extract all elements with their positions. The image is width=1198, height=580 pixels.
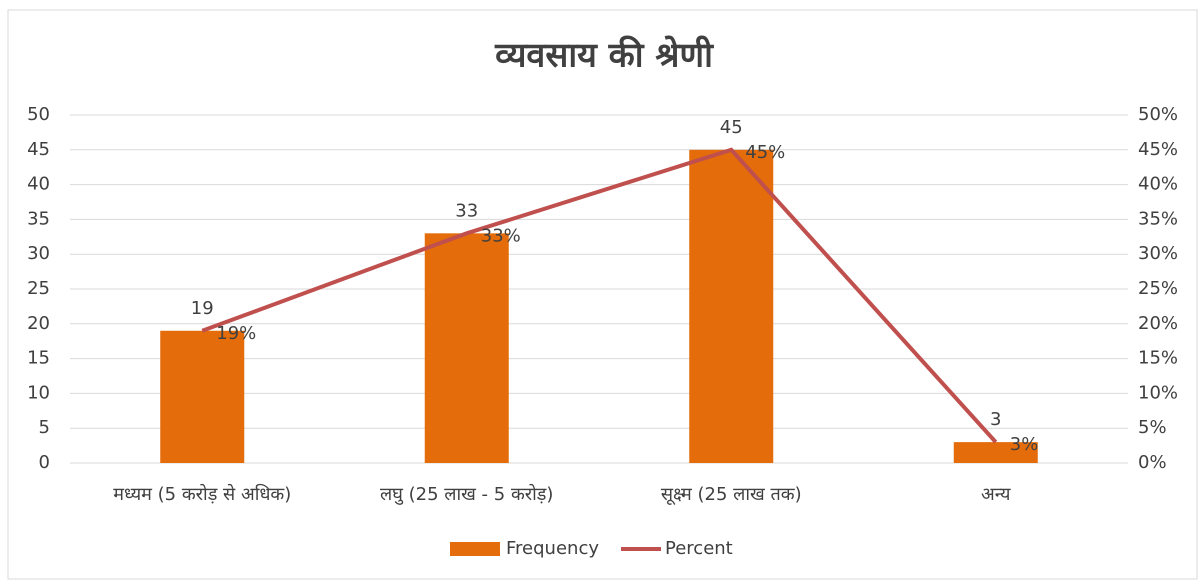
- y-tick-label: 0: [39, 452, 50, 473]
- legend-label: Percent: [665, 538, 733, 559]
- line-value-label: 45%: [745, 142, 785, 163]
- legend-swatch: [450, 542, 500, 556]
- bar: [953, 442, 1038, 463]
- y-tick-label: 45: [27, 139, 50, 160]
- y2-tick-label: 15%: [1138, 348, 1178, 369]
- bar-value-label: 33: [455, 200, 478, 221]
- y2-tick-label: 20%: [1138, 313, 1178, 334]
- y2-tick-label: 50%: [1138, 104, 1178, 125]
- y2-tick-label: 0%: [1138, 452, 1167, 473]
- y-tick-label: 30: [27, 243, 50, 264]
- x-tick-label: अन्य: [981, 484, 1011, 505]
- line-value-label: 33%: [481, 225, 521, 246]
- y-tick-label: 20: [27, 313, 50, 334]
- y-tick-label: 50: [27, 104, 50, 125]
- y-tick-label: 5: [39, 417, 50, 438]
- x-tick-label: सूक्ष्म (25 लाख तक): [661, 484, 802, 505]
- chart-title: व्यवसाय की श्रेणी: [494, 35, 714, 76]
- y-tick-label: 15: [27, 348, 50, 369]
- y2-tick-label: 5%: [1138, 417, 1167, 438]
- line-value-label: 19%: [216, 323, 256, 344]
- y2-tick-label: 45%: [1138, 139, 1178, 160]
- y-tick-label: 10: [27, 382, 50, 403]
- bar-value-label: 45: [720, 117, 743, 138]
- y2-tick-label: 35%: [1138, 208, 1178, 229]
- y-tick-label: 25: [27, 278, 50, 299]
- line: [201, 147, 998, 444]
- line-value-label: 3%: [1010, 434, 1039, 455]
- chart-frame: [7, 9, 1198, 580]
- x-tick-label: लघु (25 लाख - 5 करोड़): [380, 483, 553, 505]
- y2-tick-label: 10%: [1138, 382, 1178, 403]
- legend-label: Frequency: [506, 538, 599, 559]
- y-tick-label: 40: [27, 174, 50, 195]
- y-tick-label: 35: [27, 208, 50, 229]
- bar: [424, 233, 509, 463]
- y2-tick-label: 40%: [1138, 174, 1178, 195]
- y2-tick-label: 30%: [1138, 243, 1178, 264]
- y2-tick-label: 25%: [1138, 278, 1178, 299]
- x-tick-label: मध्यम (5 करोड़ से अधिक): [113, 483, 291, 505]
- bar-value-label: 3: [990, 409, 1001, 430]
- bar-value-label: 19: [191, 298, 214, 319]
- bar: [689, 149, 774, 464]
- bar: [160, 330, 245, 463]
